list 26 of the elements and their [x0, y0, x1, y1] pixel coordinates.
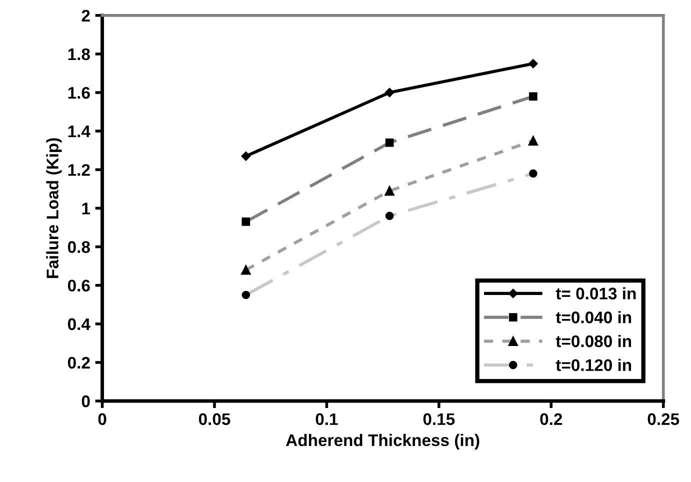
y-tick-label: 1.4 — [68, 126, 90, 138]
x-tick-label: 0.15 — [423, 413, 455, 426]
y-tick-label: 1.6 — [68, 86, 90, 99]
x-tick-label: 0 — [98, 413, 106, 426]
y-tick-label: 0 — [82, 395, 90, 408]
x-tick-label: 0.05 — [198, 413, 230, 426]
x-tick-label: 0.2 — [540, 413, 562, 426]
point — [528, 59, 538, 68]
y-tick-label: 0.2 — [68, 356, 90, 369]
x-axis-title: Adherend Thickness (in) — [286, 434, 480, 450]
x-tick-label: 0.1 — [316, 413, 338, 426]
y-tick-label: 0.4 — [68, 318, 90, 330]
point — [241, 152, 251, 161]
y-axis-title: Failure Load (Kip) — [46, 138, 62, 278]
y-tick-label: 1.2 — [68, 164, 90, 176]
point — [384, 88, 394, 98]
x-tick-label: 0.25 — [648, 413, 680, 426]
y-tick-label: 2 — [82, 10, 90, 22]
y-tick-label: 1 — [82, 202, 90, 214]
legend-label: t= 0.013 in — [556, 287, 636, 300]
legend-label: t=0.080 in — [556, 334, 632, 348]
legend-label: t=0.120 in — [556, 358, 632, 372]
y-tick-label: 0.6 — [68, 280, 90, 292]
legend-label: t=0.040 in — [556, 311, 632, 324]
y-tick-label: 1.8 — [68, 48, 90, 60]
y-tick-label: 0.8 — [68, 241, 90, 253]
